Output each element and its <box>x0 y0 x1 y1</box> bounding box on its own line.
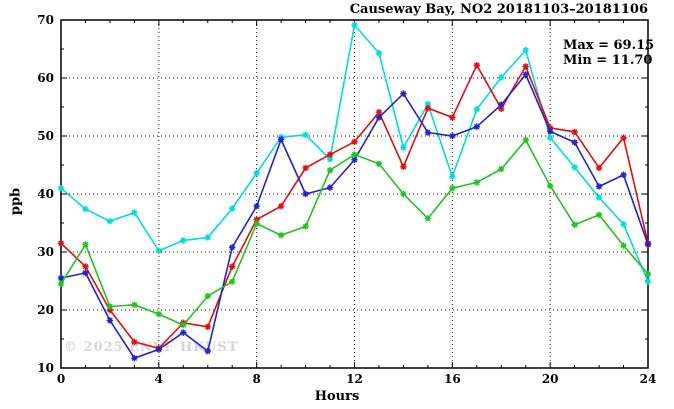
series-markers <box>57 71 652 362</box>
x-tick-label: 24 <box>640 372 657 386</box>
tick-labels: 0 4 8 12 16 20 24 10 20 30 40 50 60 70 <box>37 13 656 386</box>
series-markers <box>57 136 652 329</box>
y-tick-label: 30 <box>37 245 54 259</box>
series-line <box>60 63 649 350</box>
x-tick-label: 16 <box>444 372 461 386</box>
y-tick-label: 70 <box>37 13 54 27</box>
x-tick-label: 12 <box>346 372 363 386</box>
y-axis-label: ppb <box>8 187 24 216</box>
series-blue-line <box>57 71 652 362</box>
max-annotation: Max = 69.15 <box>563 38 655 53</box>
y-tick-label: 50 <box>37 129 54 143</box>
y-tick-label: 60 <box>37 71 54 85</box>
x-axis-label: Hours <box>314 389 360 404</box>
chart-title: Causeway Bay, NO2 20181103–20181106 <box>349 2 648 17</box>
min-annotation: Min = 11.70 <box>563 53 653 68</box>
axis-ticks <box>60 19 649 369</box>
y-tick-label: 10 <box>37 361 54 375</box>
series-green-line <box>57 136 652 329</box>
y-tick-label: 20 <box>37 303 54 317</box>
series-cyan-line <box>57 21 652 285</box>
gridlines <box>61 20 648 368</box>
max-min-annotation: Max = 69.15 Min = 11.70 <box>563 38 654 68</box>
x-tick-label: 8 <box>252 372 260 386</box>
series-markers <box>57 21 652 285</box>
x-tick-label: 4 <box>155 372 163 386</box>
x-tick-label: 20 <box>542 372 559 386</box>
y-tick-label: 40 <box>37 187 54 201</box>
chart-canvas: 0 4 8 12 16 20 24 10 20 30 40 50 60 70 <box>37 13 656 386</box>
x-tick-label: 0 <box>57 372 65 386</box>
